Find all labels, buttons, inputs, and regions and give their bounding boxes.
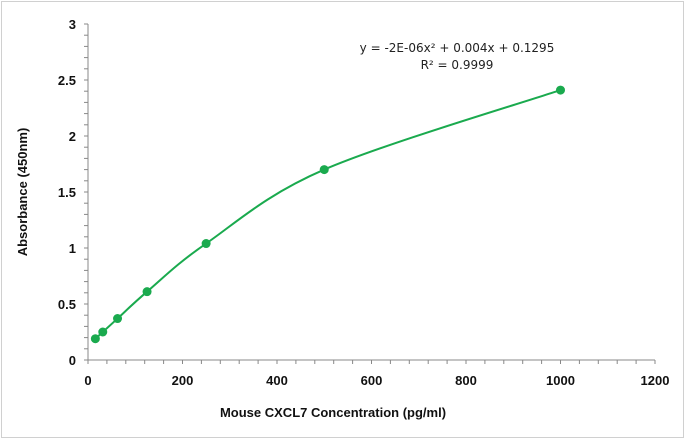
y-tick-label: 3 — [69, 17, 76, 32]
data-point — [319, 165, 329, 175]
data-point — [142, 287, 152, 297]
data-point — [90, 334, 100, 344]
y-tick-label: 1 — [69, 241, 76, 256]
data-point — [556, 85, 565, 95]
y-tick-label: 0.5 — [58, 297, 76, 312]
y-tick-label: 2.5 — [58, 73, 76, 88]
x-tick-label: 200 — [172, 373, 194, 388]
trendline — [94, 89, 561, 340]
y-tick-label: 2 — [69, 129, 76, 144]
x-tick-label: 600 — [361, 373, 383, 388]
x-tick-label: 1000 — [546, 373, 575, 388]
data-point — [113, 314, 123, 324]
data-point — [201, 239, 211, 249]
x-tick-label: 800 — [455, 373, 477, 388]
trendline-equation: y = -2E-06x² + 0.004x + 0.1295 — [360, 41, 555, 55]
y-tick-label: 0 — [69, 353, 76, 368]
r-squared: R² = 0.9999 — [421, 58, 494, 72]
x-tick-label: 1200 — [641, 373, 670, 388]
x-tick-label: 0 — [84, 373, 91, 388]
y-tick-label: 1.5 — [58, 185, 76, 200]
x-tick-label: 400 — [266, 373, 288, 388]
data-point — [98, 327, 108, 337]
x-axis-label: Mouse CXCL7 Concentration (pg/ml) — [220, 405, 446, 420]
y-axis-label: Absorbance (450nm) — [15, 128, 30, 257]
